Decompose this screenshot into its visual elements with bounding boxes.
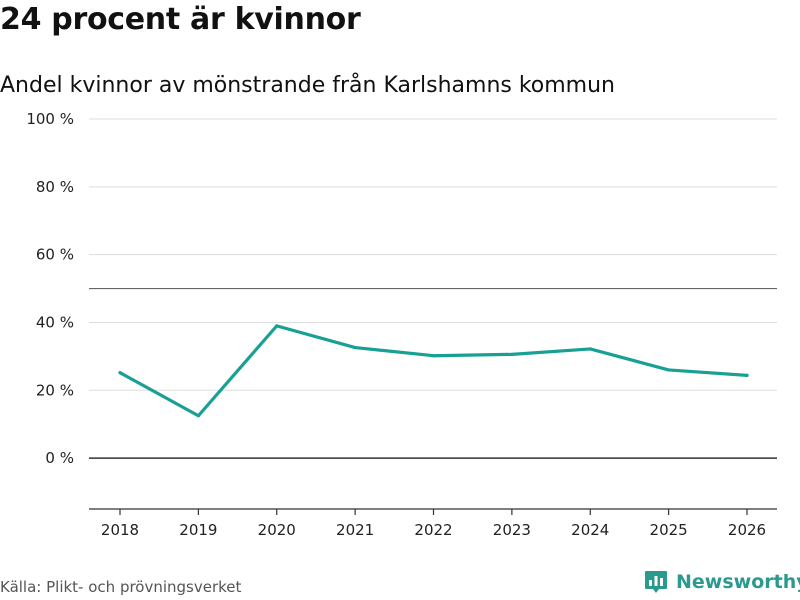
y-tick-label: 60 % (36, 246, 74, 264)
x-tick-label: 2023 (493, 521, 531, 539)
data-point-2022 (431, 354, 436, 358)
source-note: Källa: Plikt- och prövningsverket (0, 578, 242, 596)
axes (89, 508, 777, 515)
y-tick-label: 100 % (26, 110, 74, 128)
x-tick-label: 2025 (650, 521, 688, 539)
data-point-2024 (588, 347, 592, 351)
y-tick-label: 40 % (36, 313, 74, 331)
data-point-2026 (745, 373, 749, 377)
data-point-2020 (275, 324, 279, 328)
data-point-2023 (510, 352, 514, 356)
brand-name: Newsworthy (676, 571, 800, 593)
series-line-0 (118, 324, 749, 418)
chart-subtitle: Andel kvinnor av mönstrande från Karlsha… (0, 73, 616, 98)
reference-lines (89, 287, 777, 459)
gridlines (89, 118, 777, 391)
x-tick-label: 2019 (179, 521, 217, 539)
chart-title: 24 procent är kvinnor (0, 2, 361, 37)
newsworthy-logo-icon (645, 571, 667, 593)
x-tick-label: 2018 (101, 521, 139, 539)
x-tick-label: 2020 (258, 521, 296, 539)
y-tick-label: 80 % (36, 178, 74, 196)
series (118, 324, 749, 418)
y-tick-labels: 0 % 20 % 40 % 60 % 80 % 100 % (26, 110, 74, 467)
x-tick-label: 2021 (336, 521, 374, 539)
x-tick-label: 2026 (728, 521, 766, 539)
y-tick-label: 20 % (36, 381, 74, 399)
data-point-2025 (667, 368, 671, 372)
x-tick-label: 2022 (414, 521, 452, 539)
data-point-2021 (353, 345, 357, 350)
y-tick-label: 0 % (45, 449, 74, 467)
data-point-2019 (196, 414, 200, 418)
x-tick-labels: 2018 2019 2020 2021 2022 2023 2024 2025 2026 (101, 521, 766, 539)
brand-logo: Newsworthy (644, 569, 800, 595)
x-tick-label: 2024 (571, 521, 609, 539)
data-point-2018 (118, 371, 122, 375)
